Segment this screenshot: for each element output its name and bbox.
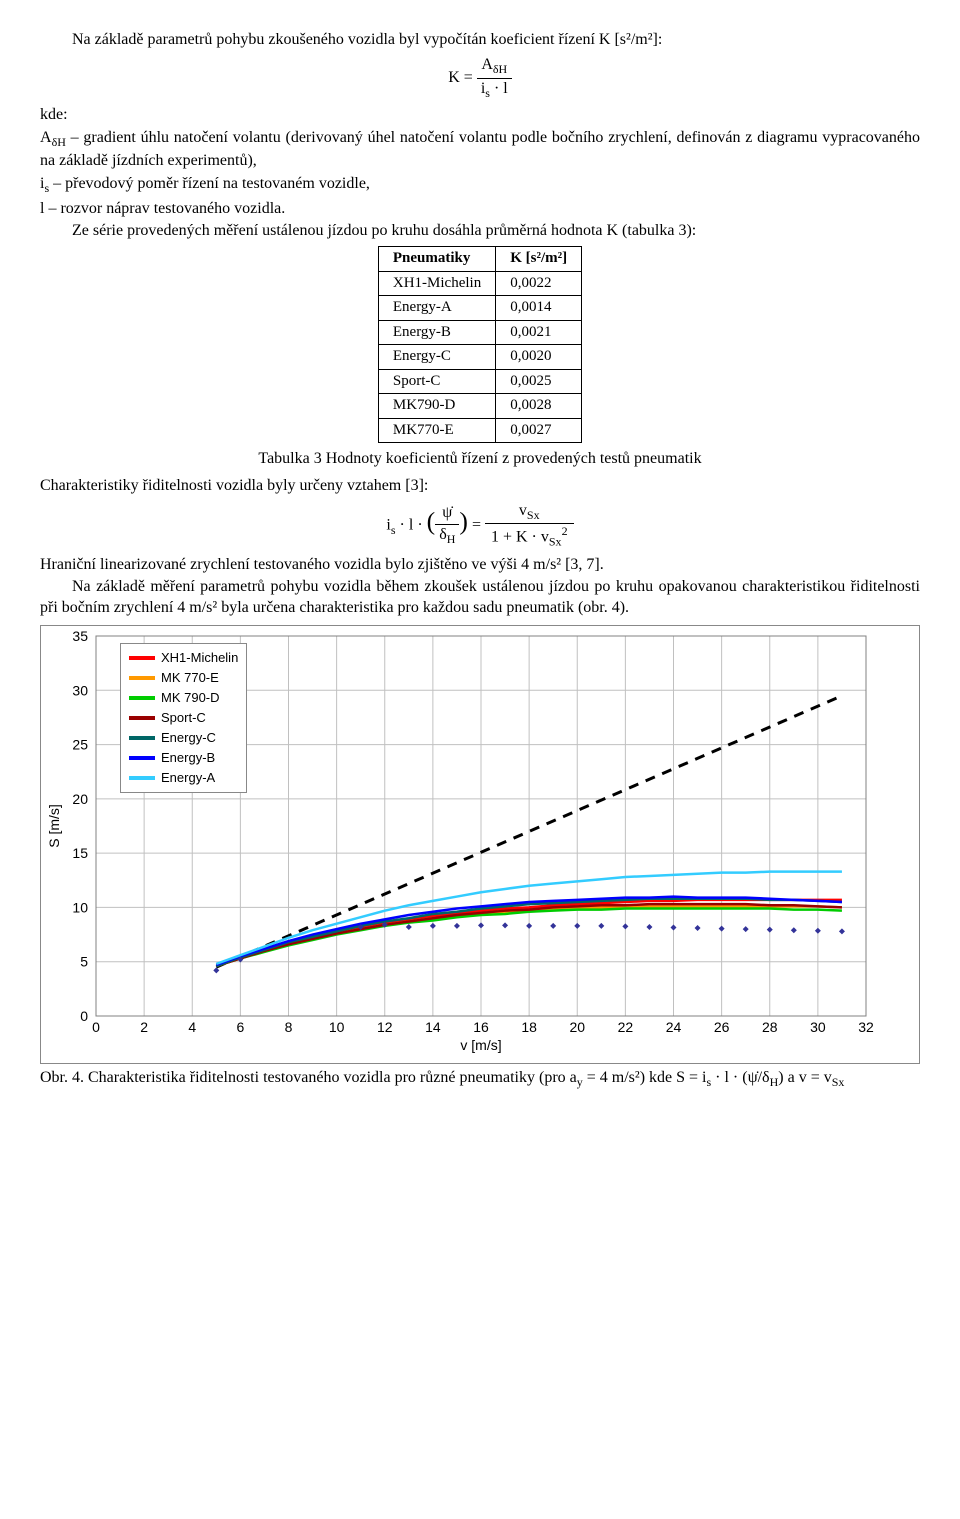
svg-text:16: 16 (473, 1019, 489, 1035)
formula-K: K = AδHis · l (40, 55, 920, 102)
svg-text:15: 15 (72, 845, 88, 861)
para-intro: Na základě parametrů pohybu zkoušeného v… (40, 30, 920, 51)
legend-swatch (129, 656, 155, 660)
svg-text:18: 18 (521, 1019, 537, 1035)
legend-item: MK 790-D (129, 688, 238, 708)
legend-swatch (129, 676, 155, 680)
table-K-values: PneumatikyK [s²/m²] XH1-Michelin0,0022En… (378, 246, 582, 443)
svg-text:26: 26 (714, 1019, 730, 1035)
svg-text:4: 4 (188, 1019, 196, 1035)
para-series: Ze série provedených měření ustálenou jí… (40, 221, 920, 242)
legend-swatch (129, 756, 155, 760)
legend-item: MK 770-E (129, 668, 238, 688)
svg-text:20: 20 (72, 791, 88, 807)
svg-text:S [m/s]: S [m/s] (46, 804, 62, 848)
def-AdeltaH: AδH – gradient úhlu natočení volantu (de… (40, 128, 920, 172)
legend-label: MK 790-D (161, 690, 220, 707)
formula-char: is · l · (ψ̇δH) = vSx1 + K · vSx2 (40, 501, 920, 551)
svg-text:0: 0 (80, 1008, 88, 1024)
legend-label: Energy-C (161, 730, 216, 747)
svg-text:35: 35 (72, 628, 88, 644)
table-row: MK790-D0,0028 (378, 394, 581, 419)
svg-text:6: 6 (236, 1019, 244, 1035)
svg-text:22: 22 (618, 1019, 634, 1035)
para-limit: Hraniční linearizované zrychlení testova… (40, 555, 920, 576)
svg-text:2: 2 (140, 1019, 148, 1035)
svg-text:20: 20 (569, 1019, 585, 1035)
table-caption: Tabulka 3 Hodnoty koeficientů řízení z p… (40, 449, 920, 470)
legend-label: Energy-A (161, 770, 215, 787)
svg-text:10: 10 (72, 899, 88, 915)
svg-text:v [m/s]: v [m/s] (460, 1037, 501, 1053)
def-is: is – převodový poměr řízení na testované… (40, 174, 920, 197)
svg-text:14: 14 (425, 1019, 441, 1035)
svg-text:24: 24 (666, 1019, 682, 1035)
svg-text:8: 8 (285, 1019, 293, 1035)
figure-caption: Obr. 4. Charakteristika řiditelnosti tes… (40, 1068, 920, 1091)
legend-item: Energy-A (129, 768, 238, 788)
legend-label: XH1-Michelin (161, 650, 238, 667)
table-row: Energy-B0,0021 (378, 320, 581, 345)
legend-item: Sport-C (129, 708, 238, 728)
table-header: Pneumatiky (378, 247, 495, 272)
svg-text:28: 28 (762, 1019, 778, 1035)
svg-text:5: 5 (80, 954, 88, 970)
svg-text:10: 10 (329, 1019, 345, 1035)
para-char: Charakteristiky řiditelnosti vozidla byl… (40, 476, 920, 497)
svg-text:0: 0 (92, 1019, 100, 1035)
legend-label: MK 770-E (161, 670, 219, 687)
legend-item: XH1-Michelin (129, 648, 238, 668)
legend-swatch (129, 776, 155, 780)
svg-text:32: 32 (858, 1019, 874, 1035)
legend-item: Energy-C (129, 728, 238, 748)
table-row: Energy-C0,0020 (378, 345, 581, 370)
chart-legend: XH1-Michelin MK 770-E MK 790-D Sport-C Energ… (120, 643, 247, 793)
legend-item: Energy-B (129, 748, 238, 768)
legend-swatch (129, 696, 155, 700)
svg-text:30: 30 (72, 682, 88, 698)
svg-text:12: 12 (377, 1019, 393, 1035)
table-row: MK770-E0,0027 (378, 418, 581, 443)
legend-swatch (129, 736, 155, 740)
table-row: XH1-Michelin0,0022 (378, 271, 581, 296)
legend-swatch (129, 716, 155, 720)
kde-label: kde: (40, 105, 920, 126)
table-header: K [s²/m²] (496, 247, 582, 272)
def-l: l – rozvor náprav testovaného vozidla. (40, 199, 920, 220)
legend-label: Energy-B (161, 750, 215, 767)
legend-label: Sport-C (161, 710, 206, 727)
table-row: Sport-C0,0025 (378, 369, 581, 394)
chart-container: 0246810121416182022242628303205101520253… (40, 625, 920, 1064)
table-row: Energy-A0,0014 (378, 296, 581, 321)
para-measure: Na základě měření parametrů pohybu vozid… (40, 577, 920, 619)
svg-text:30: 30 (810, 1019, 826, 1035)
svg-text:25: 25 (72, 737, 88, 753)
